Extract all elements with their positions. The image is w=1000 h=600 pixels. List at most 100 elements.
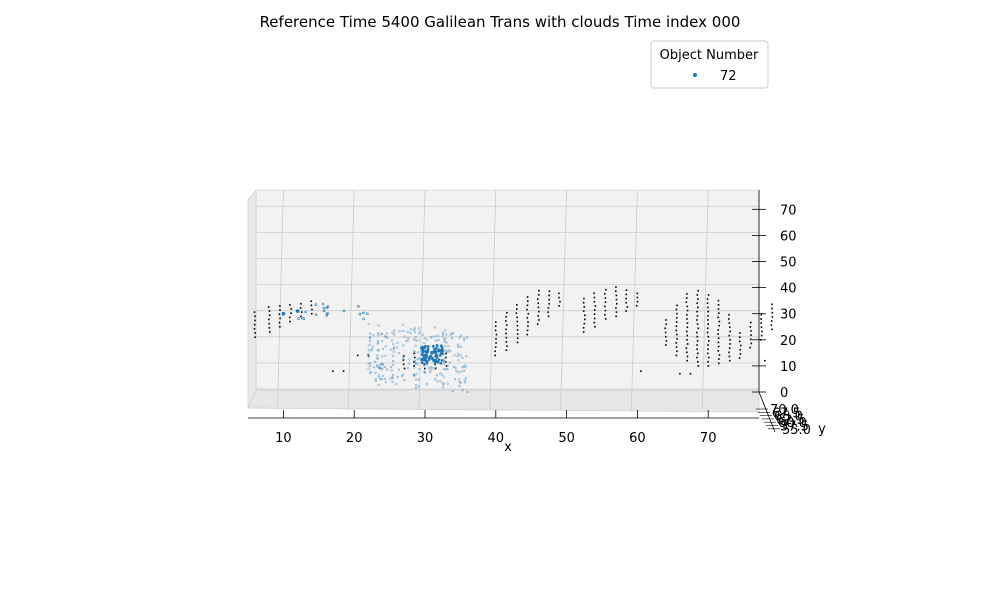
cloud-point [750, 330, 752, 332]
series-72-point [417, 332, 421, 335]
series-72-point [429, 365, 433, 369]
cloud-point [413, 360, 415, 363]
cloud-point [686, 351, 688, 354]
cloud-point [548, 302, 551, 305]
series-72-point [297, 317, 300, 320]
series-72-point [440, 373, 444, 376]
series-72-point [437, 334, 440, 337]
series-72-point [423, 341, 426, 345]
series-72-point [407, 336, 410, 340]
series-72-point [447, 349, 450, 352]
cloud-point [717, 329, 720, 331]
series-72-point [440, 346, 444, 350]
y-tick-label: 55.0 [782, 423, 811, 438]
cloud-point [718, 320, 721, 323]
series-72-point [401, 329, 405, 333]
cloud-point [750, 342, 753, 345]
series-72-point [358, 312, 362, 316]
y-tick-label: 62.5 [776, 413, 805, 428]
cloud-point [254, 332, 256, 334]
z-tick-label: 30 [780, 308, 797, 323]
series-72-point [466, 390, 469, 394]
series-72-point [414, 344, 417, 347]
series-72-point [376, 342, 379, 345]
series-72-point [381, 339, 384, 343]
series-72-point [367, 367, 370, 370]
series-72-point [444, 349, 447, 352]
series-72-point [392, 346, 396, 349]
series-72-point [381, 374, 384, 378]
cloud-point [604, 309, 607, 312]
series-72-point [435, 374, 439, 377]
cloud-point [697, 298, 699, 300]
series-72-point [460, 370, 463, 373]
cloud-point [739, 336, 741, 338]
cloud-point [728, 313, 730, 316]
cloud-point [558, 296, 560, 299]
cloud-point [290, 312, 292, 314]
y-tick-label: 67.5 [772, 406, 801, 421]
series-72-point [372, 334, 375, 337]
series-72-point [380, 332, 383, 336]
legend-title: Object Number [660, 48, 759, 63]
cloud-point [536, 298, 539, 300]
series-72-point [376, 353, 379, 357]
series-72-point [400, 374, 404, 378]
series-72-point [304, 310, 307, 314]
cloud-point [289, 320, 291, 323]
series-72-point [415, 384, 418, 387]
cloud-point [423, 363, 426, 366]
cloud-point [527, 312, 530, 315]
series-72-point [322, 309, 326, 313]
cloud-point [697, 306, 699, 309]
series-72-point [390, 369, 393, 372]
series-72-point [417, 357, 421, 360]
cloud-point [686, 339, 688, 341]
series-72-point [464, 366, 467, 369]
cloud-point [625, 310, 627, 312]
cloud-point [526, 329, 529, 332]
cloud-point [444, 360, 447, 363]
cloud-point [728, 334, 731, 337]
cloud-point [413, 356, 416, 359]
series-72-point [416, 362, 419, 366]
cloud-point [279, 317, 281, 320]
series-72-point [429, 368, 432, 371]
series-72-point [398, 330, 401, 333]
series-72-point [425, 361, 429, 365]
cloud-point [697, 365, 700, 367]
cloud-point [738, 332, 741, 334]
cloud-point [635, 305, 638, 307]
series-72-point [427, 367, 430, 370]
cloud-point [616, 302, 618, 305]
series-72-point [444, 337, 447, 340]
cloud-point [526, 317, 529, 319]
cloud-point [771, 316, 774, 318]
y-tick-label: 70.0 [770, 403, 799, 418]
series-72-point [374, 371, 377, 375]
cloud-point [605, 288, 607, 291]
cloud-point [445, 365, 448, 367]
cloud-point [717, 333, 719, 335]
series-72-point [445, 333, 448, 336]
cloud-point [583, 297, 585, 300]
series-72-point [413, 351, 417, 354]
series-72-point [377, 366, 381, 369]
cloud-point [403, 355, 405, 357]
cloud-point [707, 306, 709, 309]
cloud-point [311, 308, 313, 311]
cloud-point [625, 297, 627, 300]
cloud-point [495, 333, 498, 336]
cloud-point [494, 350, 496, 353]
series-72-point [395, 346, 399, 349]
series-72-point [424, 344, 427, 348]
series-72-point [442, 362, 446, 365]
cloud-point [505, 332, 507, 335]
series-72-point [442, 383, 445, 386]
cloud-point [697, 360, 699, 363]
z-tick-label: 10 [780, 360, 797, 375]
series-72-point [403, 335, 406, 338]
series-72-point [418, 327, 421, 330]
series-72-point [441, 331, 445, 334]
series-72-point [342, 309, 346, 313]
